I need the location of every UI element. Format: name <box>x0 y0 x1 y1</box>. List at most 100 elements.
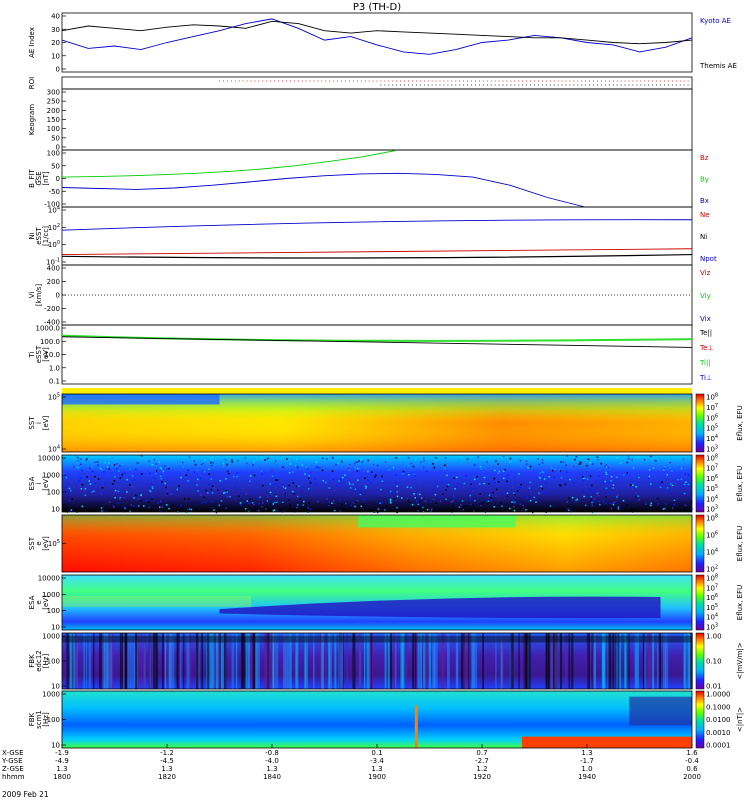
colorbar <box>696 394 704 452</box>
spectrogram-pixel <box>338 480 340 482</box>
spectrogram-pixel <box>382 480 384 482</box>
colorbar-label: <|nT|> <box>736 707 744 732</box>
spectrogram-pixel <box>407 500 409 502</box>
spectrogram-pixel <box>523 505 525 507</box>
spectrogram-pixel <box>211 489 213 491</box>
roi-dot <box>534 81 535 82</box>
spectrogram-pixel <box>683 458 685 460</box>
spectrogram-pixel <box>665 503 667 505</box>
spectrogram-pixel <box>373 462 375 464</box>
spectrogram-pixel <box>426 471 428 473</box>
spectrogram-pixel <box>437 486 439 488</box>
spectrogram-pixel <box>284 493 286 495</box>
spectrogram-pixel <box>274 483 276 485</box>
spectrogram-pixel <box>435 457 437 459</box>
legend-entry: Ne <box>700 211 710 219</box>
spectrogram-pixel <box>101 469 103 471</box>
ephemeris-value: 1820 <box>158 773 176 781</box>
ephemeris-value: -0.4 <box>685 757 699 765</box>
spectrogram-pixel <box>588 459 590 461</box>
spectrogram-pixel <box>560 485 562 487</box>
spectrogram-pixel <box>140 495 142 497</box>
roi-dot <box>656 85 657 86</box>
colorbar-label: Eflux, EFU <box>736 526 744 561</box>
spectrogram-pixel <box>413 466 415 468</box>
spectrogram-pixel <box>674 500 676 502</box>
spectrogram-pixel <box>80 464 82 466</box>
spectrogram-pixel <box>101 510 103 512</box>
panel-frame <box>62 89 692 150</box>
spectrogram-pixel <box>591 490 593 492</box>
roi-dot <box>629 81 630 82</box>
y-tick-label: 10 <box>51 624 60 632</box>
spectrogram-pixel <box>435 502 437 504</box>
ephemeris-value: 1.3 <box>161 765 172 773</box>
spectrogram-pixel <box>505 469 507 471</box>
spectrogram-pixel <box>417 510 419 512</box>
spectrogram-pixel <box>539 472 541 474</box>
spectrogram-pixel <box>409 502 411 504</box>
ephemeris-value: 1.0 <box>581 765 592 773</box>
roi-dot <box>440 81 441 82</box>
ephemeris-row-label: Z-GSE <box>2 765 24 773</box>
spectrogram-pixel <box>238 496 240 498</box>
plot-title: P3 (TH-D) <box>353 2 401 13</box>
spectrogram-pixel <box>82 484 84 486</box>
spectrogram-pixel <box>444 468 446 470</box>
spectrogram-pixel <box>211 465 213 467</box>
spectrogram-pixel <box>429 463 431 465</box>
roi-dot <box>566 81 567 82</box>
spectrogram-pixel <box>611 476 613 478</box>
spectrogram-pixel <box>452 505 454 507</box>
spectrogram-pixel <box>88 480 90 482</box>
roi-dot <box>365 81 366 82</box>
roi-dot <box>688 85 689 86</box>
spectrogram-pixel <box>151 462 153 464</box>
spectrogram-pixel <box>585 486 587 488</box>
spectrogram-pixel <box>448 484 450 486</box>
spectrogram-pixel <box>122 474 124 476</box>
spectrogram-pixel <box>118 491 120 493</box>
spectrogram-pixel <box>286 458 288 460</box>
spectrogram-pixel <box>149 473 151 475</box>
roi-dot <box>503 85 504 86</box>
ephemeris-value: -1.2 <box>160 749 174 757</box>
spectrogram-pixel <box>188 498 190 500</box>
spectrogram-pixel <box>364 478 366 480</box>
spectrogram-pixel <box>101 460 103 462</box>
spectrogram-pixel <box>335 490 337 492</box>
spectrogram-pixel <box>364 499 366 501</box>
spectrogram-pixel <box>85 488 87 490</box>
roi-dot <box>428 85 429 86</box>
spectrogram-pixel <box>382 476 384 478</box>
spectrogram-pixel <box>550 505 552 507</box>
spectrogram-pixel <box>288 509 290 511</box>
spectrogram-pixel <box>109 502 111 504</box>
spectrogram-pixel <box>616 477 618 479</box>
roi-dot <box>577 81 578 82</box>
spectrogram-pixel <box>567 455 569 457</box>
roi-dot <box>499 85 500 86</box>
spectrogram-pixel <box>407 487 409 489</box>
spectrogram-pixel <box>126 491 128 493</box>
spectrogram-pixel <box>677 479 679 481</box>
spectrogram-pixel <box>339 510 341 512</box>
spectrogram-pixel <box>594 489 596 491</box>
spectrogram-pixel <box>593 498 595 500</box>
ephemeris-value: 1920 <box>473 773 491 781</box>
spectrogram-pixel <box>445 489 447 491</box>
roi-dot <box>443 81 444 82</box>
spectrogram-pixel <box>117 502 119 504</box>
spectrogram-pixel <box>687 458 689 460</box>
spectrogram-pixel <box>453 477 455 479</box>
spectrogram-pixel <box>259 496 261 498</box>
spectrogram-pixel <box>423 460 425 462</box>
spectrogram-pixel <box>565 464 567 466</box>
y-tick-label: 0.0100 <box>706 716 731 724</box>
spectrogram-pixel <box>91 491 93 493</box>
roi-dot <box>424 85 425 86</box>
spectrogram-pixel <box>361 506 363 508</box>
spectrogram-pixel <box>180 505 182 507</box>
spectrogram-pixel <box>215 488 217 490</box>
spectrogram-pixel <box>148 461 150 463</box>
